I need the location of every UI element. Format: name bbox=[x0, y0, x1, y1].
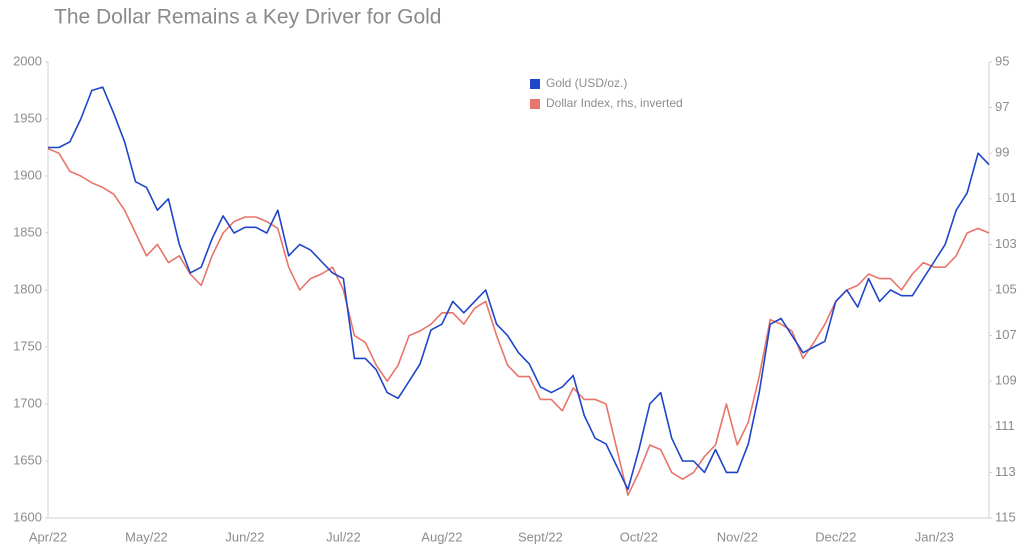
y2-tick-label: 103 bbox=[995, 236, 1017, 251]
x-tick-label: Jan/23 bbox=[915, 529, 954, 544]
y2-tick-label: 99 bbox=[995, 145, 1009, 160]
x-tick-label: Apr/22 bbox=[29, 529, 67, 544]
y2-tick-label: 111 bbox=[995, 418, 1015, 433]
y2-tick-label: 107 bbox=[995, 327, 1017, 342]
y-tick-label: 1750 bbox=[13, 338, 42, 353]
x-tick-label: Jul/22 bbox=[326, 529, 361, 544]
x-tick-label: Jun/22 bbox=[225, 529, 264, 544]
x-tick-label: Sept/22 bbox=[518, 529, 563, 544]
x-tick-label: Nov/22 bbox=[717, 529, 758, 544]
y2-tick-label: 95 bbox=[995, 53, 1009, 68]
y2-tick-label: 105 bbox=[995, 281, 1017, 296]
y-tick-label: 2000 bbox=[13, 53, 42, 68]
y2-tick-label: 97 bbox=[995, 99, 1009, 114]
chart-title: The Dollar Remains a Key Driver for Gold bbox=[54, 6, 441, 29]
y-tick-label: 1650 bbox=[13, 452, 42, 467]
series-line bbox=[48, 86, 990, 491]
series-line bbox=[47, 147, 990, 496]
x-tick-label: May/22 bbox=[125, 529, 168, 544]
y-tick-label: 1600 bbox=[13, 509, 42, 524]
y-tick-label: 1950 bbox=[13, 110, 42, 125]
y-tick-label: 1850 bbox=[13, 224, 42, 239]
y2-tick-label: 113 bbox=[995, 464, 1016, 479]
y-tick-label: 1900 bbox=[13, 167, 42, 182]
x-tick-label: Dec/22 bbox=[815, 529, 856, 544]
y-tick-label: 1800 bbox=[13, 281, 42, 296]
y2-tick-label: 109 bbox=[995, 373, 1017, 388]
legend-label: Gold (USD/oz.) bbox=[546, 76, 627, 90]
y2-tick-label: 115 bbox=[995, 509, 1016, 524]
y2-tick-label: 101 bbox=[995, 190, 1017, 205]
x-tick-label: Oct/22 bbox=[620, 529, 658, 544]
x-tick-label: Aug/22 bbox=[421, 529, 462, 544]
legend-swatch bbox=[530, 99, 540, 109]
y-tick-label: 1700 bbox=[13, 395, 42, 410]
legend-swatch bbox=[530, 79, 540, 89]
legend-label: Dollar Index, rhs, inverted bbox=[546, 96, 683, 110]
